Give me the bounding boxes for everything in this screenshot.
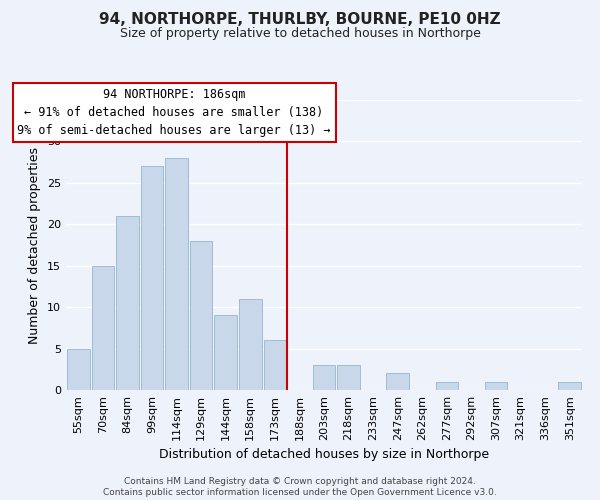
Text: Contains public sector information licensed under the Open Government Licence v3: Contains public sector information licen… xyxy=(103,488,497,497)
Y-axis label: Number of detached properties: Number of detached properties xyxy=(28,146,41,344)
Bar xyxy=(214,316,237,390)
Bar xyxy=(485,382,508,390)
Bar xyxy=(190,241,212,390)
Bar xyxy=(263,340,286,390)
Bar xyxy=(337,365,360,390)
Text: Size of property relative to detached houses in Northorpe: Size of property relative to detached ho… xyxy=(119,28,481,40)
Bar xyxy=(313,365,335,390)
X-axis label: Distribution of detached houses by size in Northorpe: Distribution of detached houses by size … xyxy=(159,448,489,462)
Bar xyxy=(436,382,458,390)
Bar xyxy=(239,299,262,390)
Bar xyxy=(386,374,409,390)
Text: 94 NORTHORPE: 186sqm
← 91% of detached houses are smaller (138)
9% of semi-detac: 94 NORTHORPE: 186sqm ← 91% of detached h… xyxy=(17,88,331,137)
Bar xyxy=(116,216,139,390)
Bar xyxy=(67,348,89,390)
Bar xyxy=(92,266,114,390)
Bar xyxy=(559,382,581,390)
Bar xyxy=(165,158,188,390)
Text: Contains HM Land Registry data © Crown copyright and database right 2024.: Contains HM Land Registry data © Crown c… xyxy=(124,476,476,486)
Text: 94, NORTHORPE, THURLBY, BOURNE, PE10 0HZ: 94, NORTHORPE, THURLBY, BOURNE, PE10 0HZ xyxy=(99,12,501,28)
Bar xyxy=(140,166,163,390)
